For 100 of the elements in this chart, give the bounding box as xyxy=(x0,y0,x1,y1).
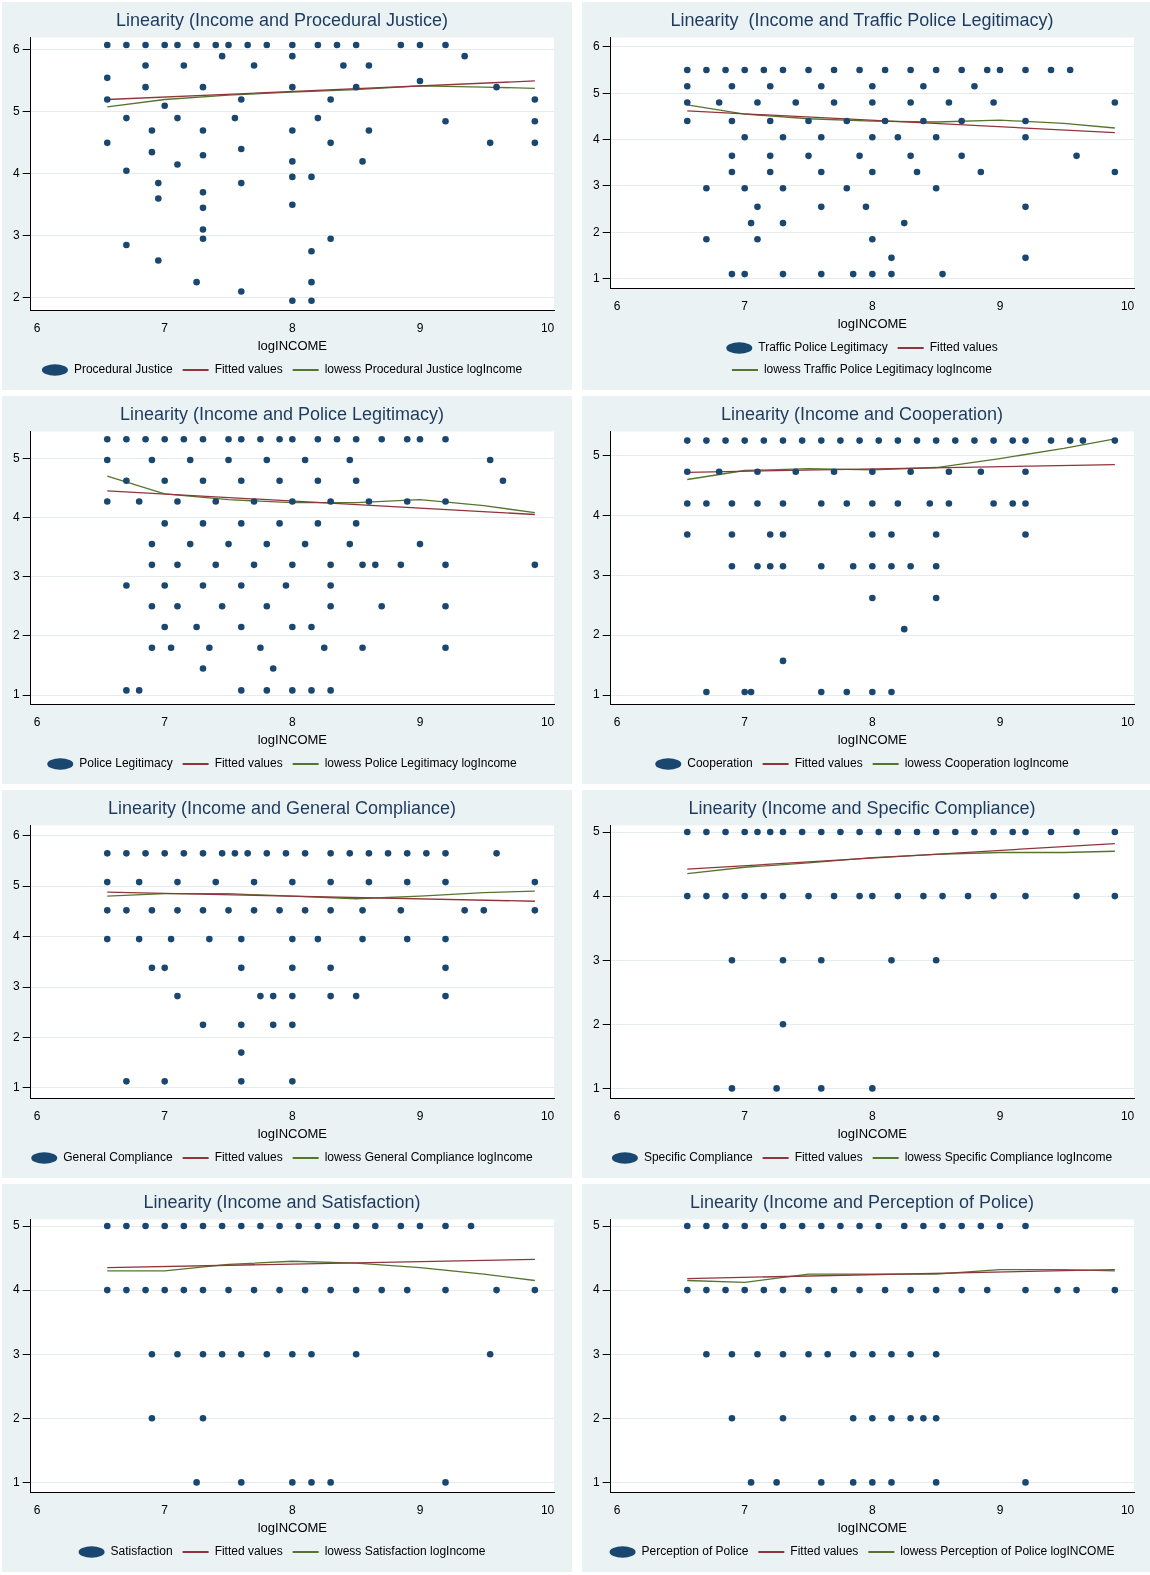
point xyxy=(378,1286,385,1294)
y-tick-label: 5 xyxy=(592,447,600,462)
point xyxy=(932,828,940,836)
legend-label: Traffic Police Legitimacy xyxy=(758,340,888,355)
point xyxy=(760,892,768,900)
y-tick-label: 1 xyxy=(592,271,600,286)
point xyxy=(295,1222,303,1230)
point xyxy=(754,828,761,836)
y-tick-label: 3 xyxy=(592,567,600,582)
point xyxy=(123,1222,130,1230)
point xyxy=(1073,828,1080,836)
point xyxy=(1073,892,1080,900)
y-tick-label: 3 xyxy=(592,952,600,967)
point xyxy=(218,1350,226,1358)
point xyxy=(442,1286,449,1294)
y-tick-label: 5 xyxy=(12,1218,20,1233)
point xyxy=(199,1222,207,1230)
y-tick-label: 6 xyxy=(12,828,20,842)
x-tick-label: 8 xyxy=(288,1502,296,1517)
point xyxy=(276,1286,283,1294)
point xyxy=(263,1350,271,1358)
x-tick-label: 6 xyxy=(613,298,621,313)
point xyxy=(308,1479,315,1486)
y-tick-label: 1 xyxy=(12,1080,20,1095)
point xyxy=(817,956,825,964)
point xyxy=(779,1020,787,1028)
point xyxy=(741,892,748,900)
x-tick-label: 6 xyxy=(33,714,41,729)
x-tick-label: 8 xyxy=(868,1502,876,1517)
y-tick-label: 2 xyxy=(12,1410,20,1425)
point xyxy=(352,1286,360,1294)
point xyxy=(193,1479,200,1486)
y-tick-label: 4 xyxy=(592,131,600,146)
y-tick-label: 5 xyxy=(12,878,20,893)
y-tick-label: 2 xyxy=(12,1029,20,1044)
legend-label: lowess Traffic Police Legitimacy logIncome xyxy=(763,362,993,377)
point xyxy=(161,1286,168,1294)
x-tick-label: 6 xyxy=(613,1108,621,1123)
x-tick-label: 8 xyxy=(868,1108,876,1123)
x-tick-label: 6 xyxy=(33,320,41,335)
y-tick-label: 4 xyxy=(12,166,20,181)
point xyxy=(142,1222,149,1230)
point xyxy=(289,1479,296,1486)
x-axis-title: logINCOME xyxy=(257,337,328,353)
x-tick-label: 10 xyxy=(1120,714,1135,729)
point xyxy=(442,1222,449,1230)
y-tick-label: 4 xyxy=(592,1282,600,1297)
point xyxy=(817,828,825,836)
point xyxy=(830,892,838,900)
x-tick-label: 6 xyxy=(33,1108,41,1123)
legend-label: lowess Police Legitimacy logIncome xyxy=(324,756,518,771)
point xyxy=(225,1286,232,1294)
x-tick-label: 10 xyxy=(540,1108,555,1123)
point xyxy=(327,1479,334,1486)
legend-label: Fitted values xyxy=(214,1544,283,1559)
x-tick-label: 9 xyxy=(996,1502,1004,1517)
point xyxy=(493,1286,500,1294)
point xyxy=(837,828,844,836)
x-axis-title: logINCOME xyxy=(837,1125,908,1141)
point xyxy=(888,956,895,964)
point xyxy=(199,1350,207,1358)
legend-label: Fitted values xyxy=(214,756,283,771)
x-tick-label: 9 xyxy=(996,1108,1004,1123)
point xyxy=(314,1222,322,1230)
point xyxy=(199,1414,207,1422)
x-tick-label: 9 xyxy=(996,714,1004,729)
legend-label: lowess Perception of Police logINCOME xyxy=(900,1544,1115,1559)
y-tick-label: 2 xyxy=(592,627,600,642)
legend-label: Procedural Justice xyxy=(73,362,173,377)
legend-label: Police Legitimacy xyxy=(79,756,173,771)
x-tick-label: 7 xyxy=(161,714,169,729)
chart-title: Linearity (Income and Cooperation) xyxy=(720,403,1004,424)
point xyxy=(276,1222,283,1230)
x-tick-label: 10 xyxy=(540,1502,555,1517)
chart-title: Linearity (Income and Procedural Justice) xyxy=(115,9,449,30)
x-axis-title: logINCOME xyxy=(837,1519,908,1535)
point xyxy=(148,1350,156,1358)
point xyxy=(103,1222,111,1230)
point xyxy=(103,1286,111,1294)
point xyxy=(397,1222,405,1230)
point xyxy=(333,1222,341,1230)
point xyxy=(416,1222,424,1230)
point xyxy=(773,1085,780,1092)
x-tick-label: 7 xyxy=(161,1108,169,1123)
chart-title: Linearity (Income and Specific Compliance) xyxy=(688,797,1036,818)
y-tick-label: 1 xyxy=(592,1080,600,1095)
point xyxy=(779,956,787,964)
y-tick-label: 1 xyxy=(12,687,20,702)
point xyxy=(174,1350,181,1358)
y-tick-label: 3 xyxy=(12,979,20,994)
point xyxy=(703,828,710,836)
y-tick-label: 5 xyxy=(592,85,600,100)
point xyxy=(308,1350,315,1358)
point xyxy=(1022,828,1029,836)
point xyxy=(250,1286,258,1294)
point xyxy=(161,1222,168,1230)
x-axis-title: logINCOME xyxy=(257,1125,328,1141)
point xyxy=(990,828,997,836)
point xyxy=(180,1222,188,1230)
legend-label: Satisfaction xyxy=(110,1544,173,1559)
